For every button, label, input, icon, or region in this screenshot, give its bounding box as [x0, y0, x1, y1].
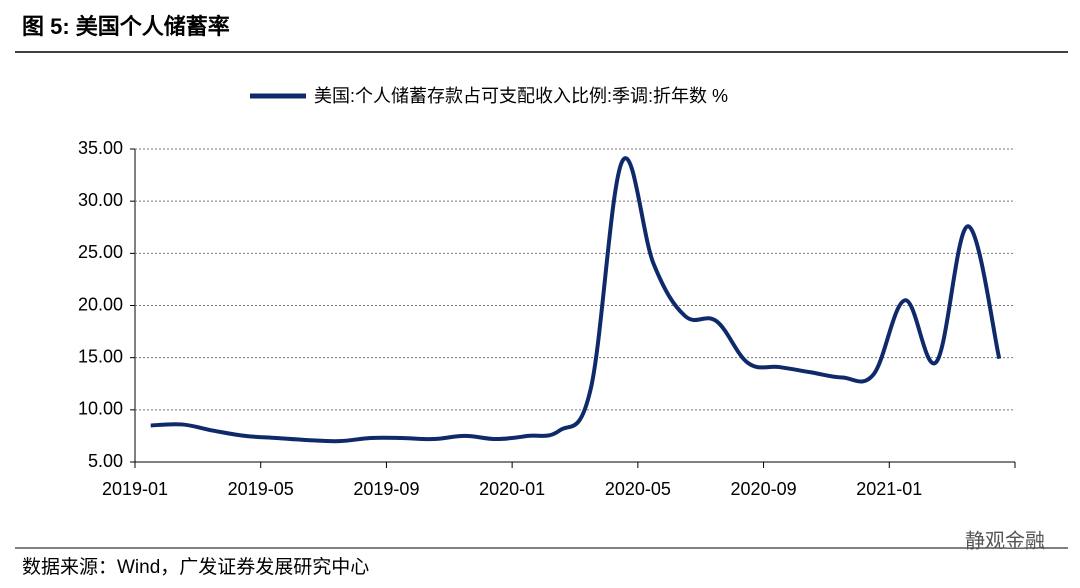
y-tick-label: 35.00 [78, 138, 123, 158]
y-tick-label: 15.00 [78, 346, 123, 366]
source: 数据来源：Wind，广发证券发展研究中心 [22, 556, 369, 578]
x-tick-label: 2020-01 [479, 479, 545, 499]
x-tick-label: 2019-09 [353, 479, 419, 499]
x-tick-label: 2019-05 [228, 479, 294, 499]
x-tick-label: 2020-05 [605, 479, 671, 499]
y-tick-label: 5.00 [88, 451, 123, 471]
y-tick-label: 20.00 [78, 294, 123, 314]
watermark: 静观金融 [965, 529, 1045, 552]
x-tick-label: 2021-01 [856, 479, 922, 499]
x-tick-label: 2019-01 [102, 479, 168, 499]
y-tick-label: 30.00 [78, 190, 123, 210]
figure-title: 图 5: 美国个人储蓄率 [22, 14, 230, 39]
x-tick-label: 2020-09 [731, 479, 797, 499]
y-tick-label: 25.00 [78, 242, 123, 262]
series-line [150, 156, 1002, 444]
y-tick-label: 10.00 [78, 399, 123, 419]
legend-label: 美国:个人储蓄存款占可支配收入比例:季调:折年数 % [314, 86, 728, 106]
